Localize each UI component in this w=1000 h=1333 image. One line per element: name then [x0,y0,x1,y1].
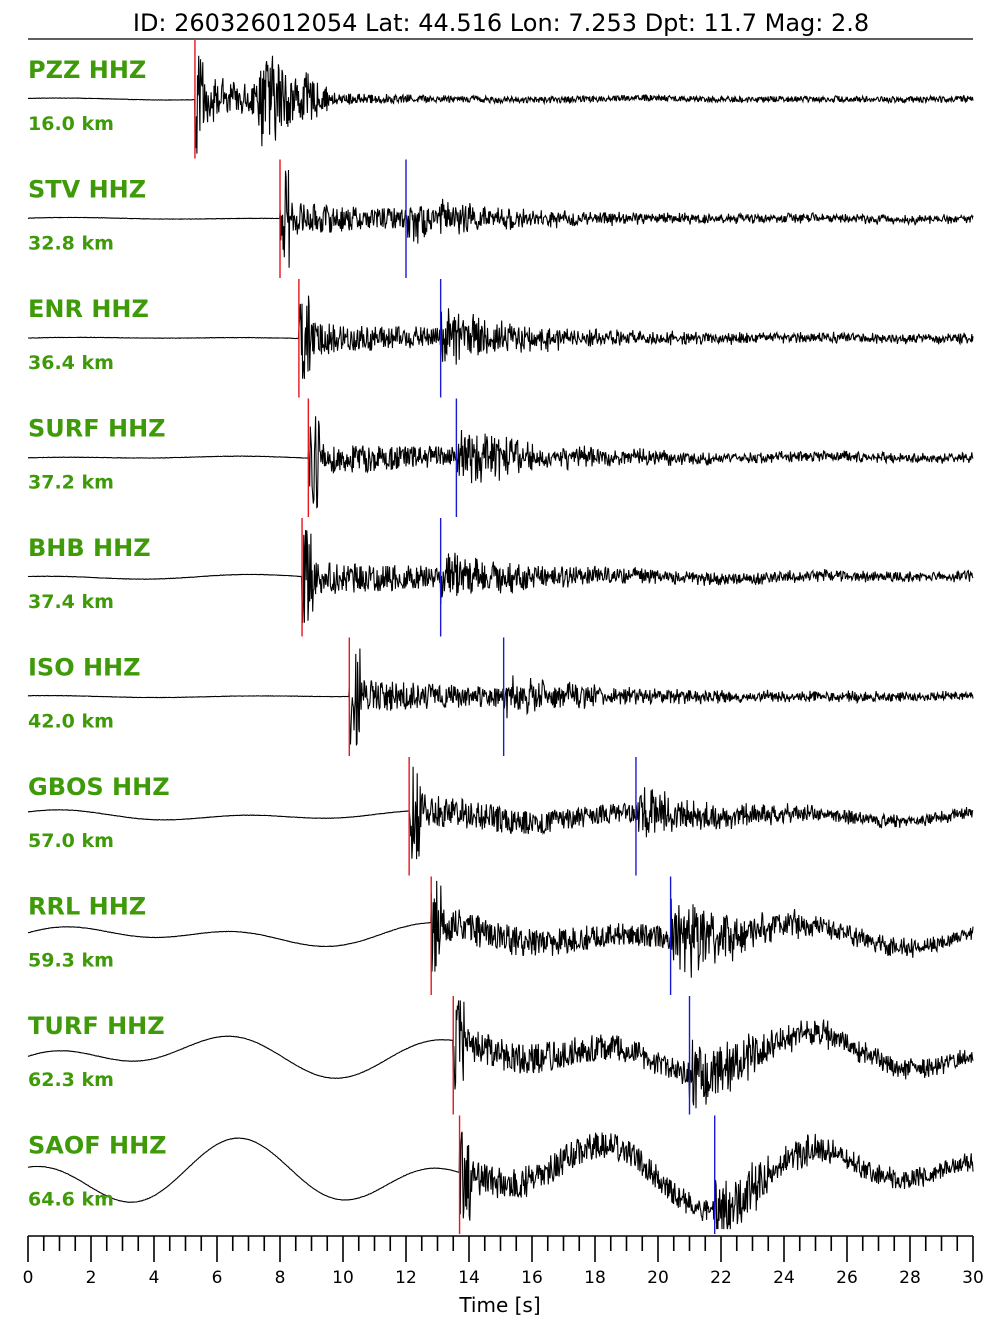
station-label-gbos: GBOS HHZ [28,773,170,801]
x-tick-label: 10 [332,1268,354,1288]
trace-panel-pzz: PZZ HHZ 16.0 km [27,40,974,159]
distance-label-stv: 32.8 km [28,233,114,255]
x-tick-label: 16 [521,1268,543,1288]
trace-panel-turf: TURF HHZ 62.3 km [27,996,974,1115]
distance-label-gbos: 57.0 km [28,830,114,852]
waveform-enr [28,295,974,379]
x-tick-label: 22 [710,1268,732,1288]
x-tick-label: 26 [836,1268,858,1288]
distance-label-pzz: 16.0 km [28,113,114,135]
waveform-turf [27,1000,974,1109]
x-tick-label: 8 [275,1268,286,1288]
x-axis-label: Time [s] [458,1293,540,1317]
station-label-bhb: BHB HHZ [28,534,151,562]
station-label-rrl: RRL HHZ [28,893,146,921]
distance-label-saof: 64.6 km [28,1189,114,1211]
station-label-pzz: PZZ HHZ [28,56,146,84]
station-label-enr: ENR HHZ [28,295,149,323]
waveform-rrl [27,880,974,978]
x-tick-label: 20 [647,1268,669,1288]
trace-panel-iso: ISO HHZ 42.0 km [27,637,974,756]
distance-label-surf: 37.2 km [28,472,114,494]
trace-panel-enr: ENR HHZ 36.4 km [28,279,974,398]
x-tick-label: 0 [23,1268,34,1288]
waveform-stv [27,169,974,268]
x-axis: 0 2 4 6 8 10 12 14 16 18 20 22 24 26 28 30 [23,1235,984,1288]
x-tick-label: 4 [149,1268,160,1288]
waveform-gbos [27,766,974,860]
x-tick-label: 14 [458,1268,480,1288]
distance-label-bhb: 37.4 km [28,591,114,613]
x-tick-label: 2 [86,1268,97,1288]
trace-panel-bhb: BHB HHZ 37.4 km [27,518,974,637]
x-tick-label: 24 [773,1268,795,1288]
traces-layer: PZZ HHZ 16.0 km STV HHZ 32.8 km ENR HHZ 36.4 … [27,40,974,1234]
distance-label-iso: 42.0 km [28,711,114,733]
x-tick-label: 30 [962,1268,984,1288]
trace-panel-stv: STV HHZ 32.8 km [27,159,974,278]
distance-label-rrl: 59.3 km [28,950,114,972]
waveform-surf [27,416,974,509]
trace-panel-saof: SAOF HHZ 64.6 km [27,1115,974,1234]
waveform-pzz [27,55,974,154]
distance-label-enr: 36.4 km [28,352,114,374]
x-tick-label: 6 [212,1268,223,1288]
waveform-saof [27,1131,974,1230]
station-label-iso: ISO HHZ [28,654,141,682]
x-tick-label: 18 [584,1268,606,1288]
trace-panel-surf: SURF HHZ 37.2 km [27,398,974,517]
station-label-turf: TURF HHZ [28,1012,165,1040]
trace-panel-gbos: GBOS HHZ 57.0 km [27,757,974,876]
station-label-surf: SURF HHZ [28,415,166,443]
station-label-stv: STV HHZ [28,176,146,204]
waveform-iso [27,648,974,746]
distance-label-turf: 62.3 km [28,1069,114,1091]
x-tick-label: 12 [395,1268,417,1288]
waveform-bhb [27,529,974,624]
trace-panel-rrl: RRL HHZ 59.3 km [27,876,974,995]
chart-title: ID: 260326012054 Lat: 44.516 Lon: 7.253 … [133,9,869,37]
x-tick-label: 28 [899,1268,921,1288]
station-label-saof: SAOF HHZ [28,1132,167,1160]
